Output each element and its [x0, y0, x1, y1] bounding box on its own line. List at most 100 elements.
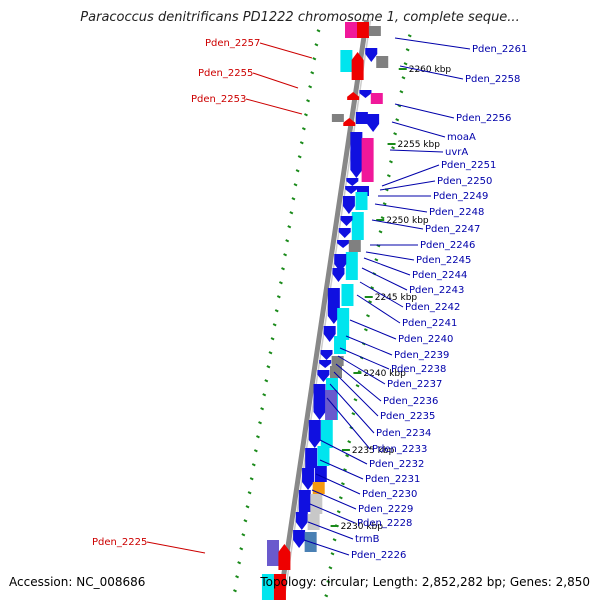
left-gene-label[interactable]: Pden_2225: [92, 537, 147, 548]
gene-feature[interactable]: [305, 448, 318, 468]
scale-tick: [389, 160, 393, 164]
gene-feature[interactable]: [345, 252, 358, 280]
gene-feature[interactable]: [348, 240, 361, 252]
right-gene-label[interactable]: Pden_2228: [357, 518, 412, 529]
scale-tick: [301, 127, 306, 131]
gene-feature[interactable]: [334, 336, 347, 354]
right-gene-label[interactable]: Pden_2261: [472, 44, 527, 55]
gene-feature[interactable]: [327, 288, 340, 324]
right-gene-label[interactable]: Pden_2238: [391, 364, 446, 375]
gene-feature[interactable]: [370, 93, 383, 104]
gene-feature[interactable]: [342, 196, 355, 214]
gene-feature[interactable]: [351, 52, 364, 80]
right-gene-label[interactable]: Pden_2242: [405, 302, 460, 313]
right-gene-label[interactable]: Pden_2236: [383, 396, 438, 407]
gene-feature[interactable]: [361, 138, 374, 182]
right-gene-label[interactable]: Pden_2249: [433, 191, 488, 202]
gene-feature[interactable]: [325, 390, 338, 420]
right-gene-label[interactable]: Pden_2231: [365, 474, 420, 485]
gene-feature[interactable]: [310, 494, 323, 514]
right-gene-label[interactable]: Pden_2232: [369, 459, 424, 470]
gene-feature[interactable]: [334, 254, 347, 272]
gene-feature[interactable]: [330, 366, 342, 378]
gene-feature[interactable]: [341, 284, 354, 306]
gene-feature[interactable]: [313, 384, 326, 420]
right-gene-label[interactable]: Pden_2243: [409, 285, 464, 296]
gene-feature[interactable]: [295, 512, 308, 530]
scale-tick: [336, 510, 341, 514]
right-gene-label[interactable]: Pden_2246: [420, 240, 475, 251]
right-gene-label[interactable]: trmB: [355, 534, 380, 545]
gene-feature[interactable]: [355, 192, 368, 210]
gene-feature[interactable]: [359, 90, 372, 98]
scale-tick: [328, 566, 333, 570]
scale-tick: [355, 384, 360, 388]
right-gene-label[interactable]: Pden_2237: [387, 379, 442, 390]
gene-feature[interactable]: [331, 114, 344, 122]
label-connector: [146, 541, 206, 554]
right-gene-label[interactable]: Pden_2245: [416, 255, 471, 266]
gene-feature[interactable]: [302, 468, 315, 490]
scale-tick: [343, 468, 347, 472]
gene-feature[interactable]: [347, 92, 360, 100]
right-gene-label[interactable]: Pden_2239: [394, 350, 449, 361]
gene-feature[interactable]: [323, 326, 336, 342]
gene-feature[interactable]: [345, 186, 358, 194]
gene-feature[interactable]: [267, 540, 280, 566]
right-gene-label[interactable]: Pden_2256: [456, 113, 511, 124]
gene-feature[interactable]: [368, 26, 381, 36]
right-gene-label[interactable]: Pden_2251: [441, 160, 496, 171]
right-gene-label[interactable]: Pden_2248: [429, 207, 484, 218]
gene-feature[interactable]: [308, 420, 321, 448]
right-gene-label[interactable]: Pden_2244: [412, 270, 467, 281]
right-gene-label[interactable]: Pden_2240: [398, 334, 453, 345]
gene-feature[interactable]: [365, 48, 378, 62]
right-gene-label[interactable]: Pden_2241: [402, 318, 457, 329]
gene-feature[interactable]: [340, 50, 353, 72]
right-gene-label[interactable]: Pden_2229: [358, 504, 413, 515]
gene-feature[interactable]: [345, 22, 357, 38]
right-gene-label[interactable]: Pden_2250: [437, 176, 492, 187]
gene-feature[interactable]: [337, 240, 350, 248]
right-gene-label[interactable]: Pden_2230: [362, 489, 417, 500]
left-gene-label[interactable]: Pden_2253: [191, 94, 246, 105]
gene-feature[interactable]: [278, 544, 291, 570]
gene-feature[interactable]: [332, 268, 345, 282]
gene-feature[interactable]: [320, 350, 333, 360]
right-gene-label[interactable]: Pden_2226: [351, 550, 406, 561]
gene-feature[interactable]: [367, 114, 380, 132]
gene-feature[interactable]: [356, 186, 369, 196]
gene-feature[interactable]: [350, 132, 363, 178]
right-gene-label[interactable]: Pden_2258: [465, 74, 520, 85]
gene-feature[interactable]: [340, 216, 353, 226]
scale-tick: [306, 99, 311, 103]
left-gene-label[interactable]: Pden_2257: [205, 38, 260, 49]
gene-feature[interactable]: [338, 228, 351, 238]
gene-feature[interactable]: [273, 574, 286, 600]
gene-feature[interactable]: [357, 22, 369, 38]
gene-feature[interactable]: [293, 530, 306, 548]
gene-feature[interactable]: [317, 446, 330, 466]
left-gene-label[interactable]: Pden_2255: [198, 68, 253, 79]
gene-feature[interactable]: [319, 360, 332, 368]
right-gene-label[interactable]: uvrA: [445, 147, 468, 158]
right-gene-label[interactable]: moaA: [447, 132, 476, 143]
gene-feature[interactable]: [331, 356, 344, 366]
gene-feature[interactable]: [320, 420, 333, 448]
gene-feature[interactable]: [307, 514, 320, 530]
gene-feature[interactable]: [343, 118, 356, 126]
gene-feature[interactable]: [351, 212, 364, 240]
gene-feature[interactable]: [355, 112, 368, 124]
gene-feature[interactable]: [346, 178, 359, 186]
gene-feature[interactable]: [298, 490, 311, 512]
right-gene-label[interactable]: Pden_2235: [380, 411, 435, 422]
right-gene-label[interactable]: Pden_2233: [372, 444, 427, 455]
right-gene-label[interactable]: Pden_2234: [376, 428, 431, 439]
gene-feature[interactable]: [337, 308, 350, 340]
gene-feature[interactable]: [312, 482, 325, 494]
gene-feature[interactable]: [261, 574, 274, 600]
gene-feature[interactable]: [317, 370, 330, 382]
right-gene-label[interactable]: Pden_2247: [425, 224, 480, 235]
gene-feature[interactable]: [376, 56, 389, 68]
